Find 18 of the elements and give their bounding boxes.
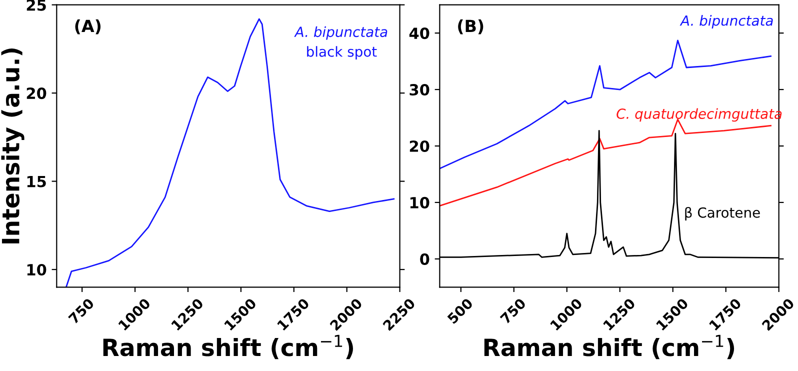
series-label: A. bipunctata — [680, 15, 773, 28]
text: (A) — [75, 19, 101, 34]
x-axis-title: Raman shift (cm$^{−1}$) — [484, 334, 734, 360]
y-axis-title: Intensity (a.u.) — [1, 48, 24, 244]
y-tick-label: 10 — [410, 196, 430, 208]
series-label: β Carotene — [685, 206, 760, 221]
y-tick-label: 0 — [420, 253, 430, 265]
text: A. bipunctata — [294, 26, 388, 40]
y-tick-label: 10 — [27, 264, 46, 276]
annotation: black spot — [307, 46, 377, 60]
text: (B) — [458, 19, 484, 34]
y-tick-label: 20 — [410, 140, 430, 152]
y-tick-label: 15 — [27, 176, 46, 188]
y-tick-label: 30 — [410, 84, 430, 96]
y-tick-label: 40 — [409, 28, 430, 40]
line-series — [65, 18, 395, 288]
x-axis-title: Raman shift (cm$^{−1}$) — [103, 334, 353, 360]
y-tick-label: 20 — [26, 88, 46, 100]
